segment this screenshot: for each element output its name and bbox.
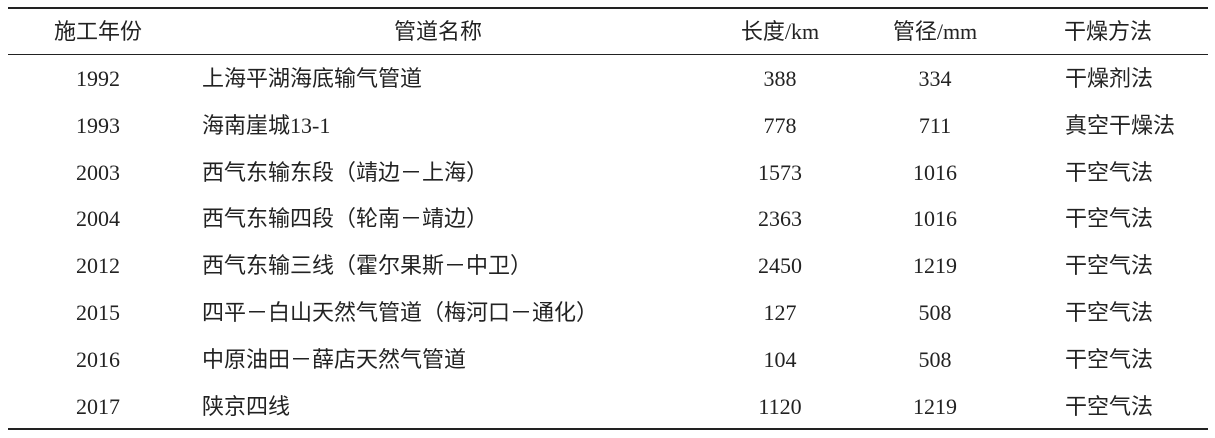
cell-year: 2004 [76,206,120,232]
header-row: 施工年份 管道名称 长度/km 管径/mm 干燥方法 [8,9,1208,55]
cell-length: 2450 [758,253,802,279]
cell-diameter: 508 [918,346,952,372]
cell-diameter: 1219 [913,253,957,279]
cell-name: 西气东输四段（轮南－靖边） [202,206,489,232]
table-row: 1992 上海平湖海底输气管道 388 334 干燥剂法 [8,56,1208,102]
table-row: 2004 西气东输四段（轮南－靖边） 2363 1016 干空气法 [8,196,1208,242]
cell-method: 干空气法 [1065,300,1154,325]
cell-name: 中原油田－薛店天然气管道 [202,346,467,372]
header-year: 施工年份 [53,19,142,44]
cell-diameter: 1219 [913,393,957,419]
cell-name: 海南崖城13-1 [202,112,331,138]
cell-year: 1992 [76,66,120,91]
cell-name: 陕京四线 [202,393,291,419]
cell-method: 干空气法 [1065,253,1154,279]
table-row: 2017 陕京四线 1120 1219 干空气法 [8,384,1208,430]
cell-length: 388 [763,66,797,91]
header-method: 干燥方法 [1063,19,1152,44]
cell-year: 1993 [76,112,120,138]
cell-year: 2016 [76,346,120,372]
cell-diameter: 1016 [913,159,957,185]
cell-method: 干空气法 [1065,393,1154,419]
cell-length: 1573 [758,159,802,185]
cell-length: 104 [763,346,797,372]
cell-length: 778 [763,112,797,138]
table-row: 2012 西气东输三线（霍尔果斯－中卫） 2450 1219 干空气法 [8,243,1208,289]
header-length: 长度/km [740,19,820,44]
cell-length: 1120 [758,393,802,419]
cell-name: 西气东输三线（霍尔果斯－中卫） [202,253,533,279]
table-row: 2016 中原油田－薛店天然气管道 104 508 干空气法 [8,337,1208,383]
table-row: 2015 四平－白山天然气管道（梅河口－通化） 127 508 干空气法 [8,290,1208,336]
top-rule [8,7,1208,9]
cell-name: 上海平湖海底输气管道 [202,66,423,91]
cell-diameter: 334 [918,66,952,91]
cell-method: 真空干燥法 [1065,112,1176,138]
header-diameter: 管径/mm [892,19,978,44]
cell-method: 干空气法 [1065,206,1154,232]
cell-year: 2015 [76,300,120,325]
cell-diameter: 508 [918,300,952,325]
cell-year: 2003 [76,159,120,185]
cell-name: 四平－白山天然气管道（梅河口－通化） [202,300,599,325]
cell-method: 干空气法 [1065,159,1154,185]
cell-year: 2012 [76,253,120,279]
cell-length: 127 [763,300,797,325]
bottom-rule [8,428,1208,430]
header-rule [8,54,1208,55]
cell-length: 2363 [758,206,802,232]
cell-year: 2017 [76,393,120,419]
cell-method: 干空气法 [1065,346,1154,372]
cell-diameter: 1016 [913,206,957,232]
cell-name: 西气东输东段（靖边－上海） [202,159,489,185]
cell-diameter: 711 [918,112,952,138]
cell-method: 干燥剂法 [1065,66,1154,91]
table-row: 2003 西气东输东段（靖边－上海） 1573 1016 干空气法 [8,150,1208,196]
header-name: 管道名称 [393,19,482,44]
table-row: 1993 海南崖城13-1 778 711 真空干燥法 [8,103,1208,149]
